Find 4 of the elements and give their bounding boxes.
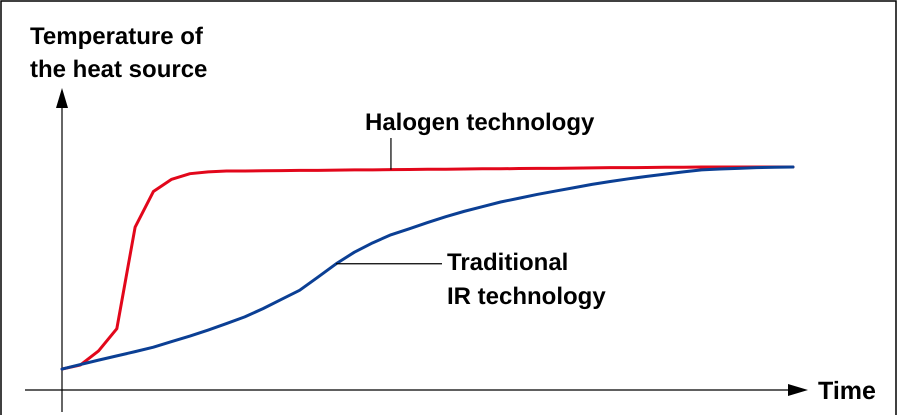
series-label: Halogen technology: [365, 109, 595, 136]
series-label: Traditional IR technology: [447, 249, 606, 310]
y-axis-title: Temperature of the heat source: [30, 23, 208, 83]
x-axis-title: Time: [818, 377, 876, 405]
